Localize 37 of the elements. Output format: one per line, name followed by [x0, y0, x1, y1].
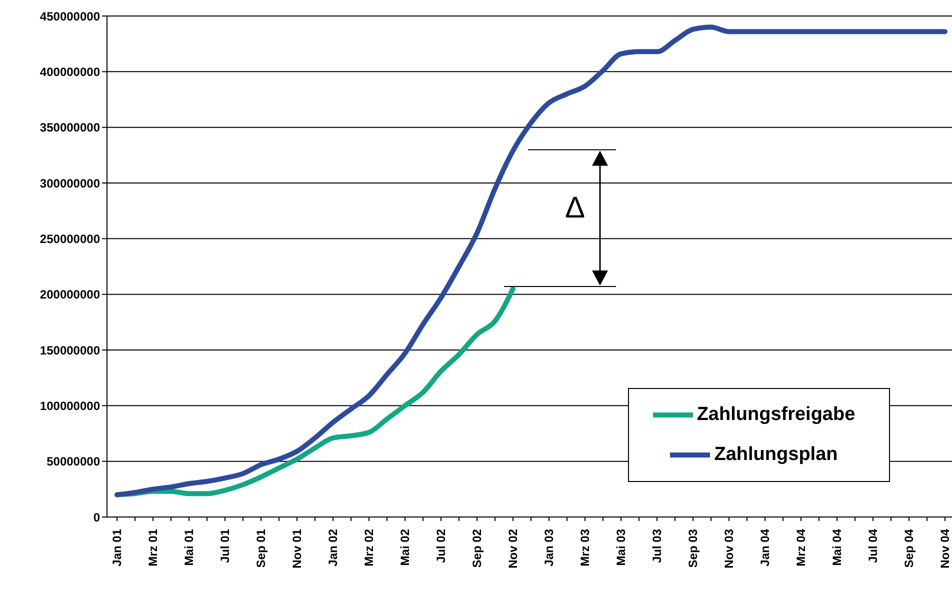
- y-tick-label: 100000000: [40, 398, 100, 413]
- y-tick-label: 50000000: [46, 454, 100, 469]
- y-tick-label: 350000000: [40, 120, 100, 135]
- x-tick-label: Jan 02: [326, 528, 340, 566]
- x-tick-label: Jan 01: [110, 528, 124, 566]
- x-tick-label: Jan 03: [542, 528, 556, 566]
- x-tick-label: Mai 03: [614, 528, 628, 566]
- y-tick-label: 250000000: [40, 232, 100, 246]
- y-tick-label: 200000000: [40, 288, 100, 302]
- annotation: Δ: [564, 192, 586, 225]
- y-tick-label: 150000000: [40, 343, 100, 358]
- y-tick-label: 300000000: [40, 176, 100, 190]
- x-tick-label: Mrz 04: [794, 528, 808, 566]
- x-tick-label: Sep 01: [254, 528, 268, 568]
- x-tick-label: Nov 01: [290, 528, 304, 568]
- x-tick-label: Sep 03: [686, 528, 700, 568]
- x-tick-label: Mrz 02: [362, 528, 376, 566]
- x-tick-label: Mai 01: [182, 528, 196, 566]
- x-tick-label: Sep 04: [902, 528, 916, 568]
- x-tick-label: Jul 02: [434, 528, 448, 564]
- legend-label: Zahlungsfreigabe: [696, 404, 856, 426]
- x-tick-label: Jul 03: [650, 528, 664, 564]
- x-tick-label: Jan 04: [758, 528, 772, 566]
- x-tick-label: Nov 02: [506, 528, 520, 568]
- x-tick-label: Nov 04: [938, 528, 952, 568]
- x-tick-label: Mai 04: [830, 528, 844, 566]
- x-tick-label: Jul 04: [866, 528, 880, 564]
- y-tick-label: 0: [93, 510, 100, 524]
- legend-label: Zahlungsplan: [714, 444, 838, 466]
- y-tick-label: 400000000: [40, 64, 100, 79]
- x-tick-label: Nov 03: [722, 528, 736, 568]
- x-tick-label: Sep 02: [470, 528, 484, 568]
- x-tick-label: Jul 01: [218, 528, 232, 564]
- x-tick-label: Mrz 01: [146, 528, 160, 566]
- x-tick-label: Mai 02: [398, 528, 412, 566]
- x-tick-label: Mrz 03: [578, 528, 592, 566]
- y-tick-label: 450000000: [40, 9, 100, 24]
